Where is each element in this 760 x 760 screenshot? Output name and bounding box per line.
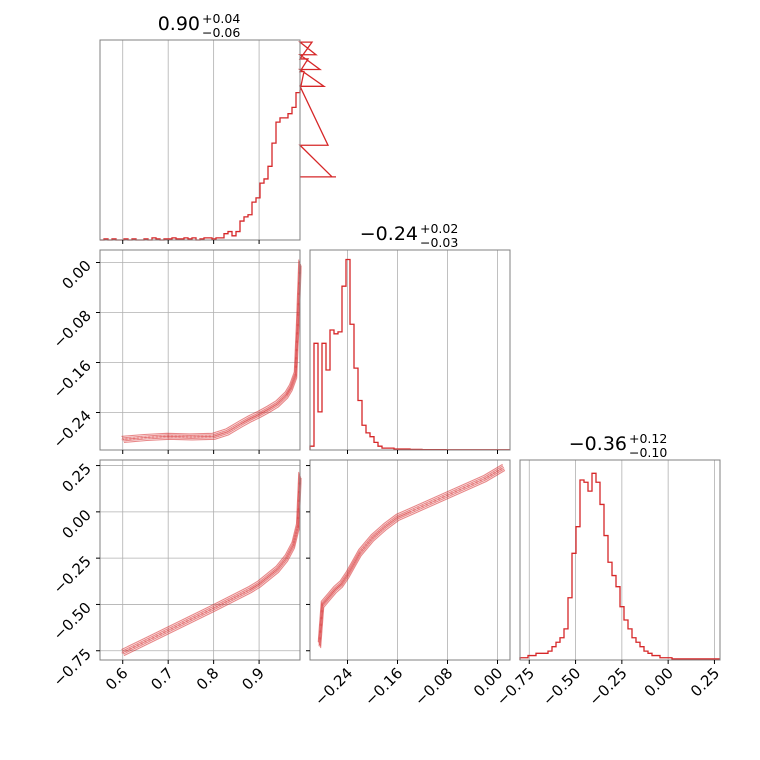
scatter-param2-vs-param3-panel: −0.24 −0.16 −0.08 0.00 (306, 459, 511, 709)
title-param2-minus: −0.03 (420, 235, 458, 250)
title-param1-value: 0.90 (158, 13, 200, 35)
density-contour-line (123, 476, 300, 654)
density-contour-line (123, 263, 300, 440)
y-tick-label: −0.75 (50, 645, 95, 690)
panel-frame (309, 459, 511, 661)
y-tick-label: −0.25 (50, 552, 95, 597)
title-param3-value: −0.36 (569, 433, 627, 455)
x-tick-label: −0.08 (411, 664, 456, 709)
panel-frame (309, 249, 511, 451)
y-tick-label: 0.00 (58, 506, 94, 542)
x-tick-label: 0.9 (238, 664, 268, 694)
x-tick-label: −0.25 (585, 664, 630, 709)
y-tick-label: 0.00 (58, 257, 94, 293)
panel-frame (99, 459, 301, 661)
panel-frame (99, 39, 301, 241)
density-contour-line (123, 475, 300, 653)
x-tick-label: 0.6 (102, 664, 132, 694)
histogram-param1-panel (99, 39, 336, 244)
y-tick-label: −0.24 (50, 407, 95, 452)
density-contour-line (123, 264, 300, 441)
density-contour-line (320, 469, 504, 647)
y-tick-label: −0.50 (50, 599, 95, 644)
histogram-step-line (309, 258, 510, 451)
scatter-param1-vs-param2-panel: 0.00 −0.08 −0.16 −0.24 (50, 249, 302, 454)
x-tick-label: 0.8 (193, 664, 223, 694)
density-contour-line (321, 470, 505, 648)
title-param3-minus: −0.10 (629, 445, 667, 460)
density-contour-line (319, 466, 503, 644)
x-tick-label: 0.7 (147, 664, 177, 694)
density-contour-line (122, 472, 299, 650)
title-param1-minus: −0.06 (202, 25, 240, 40)
title-param2-value: −0.24 (360, 223, 418, 245)
density-contour-line (124, 266, 301, 443)
density-contour-line (124, 478, 301, 656)
title-param1-plus: +0.04 (202, 11, 240, 26)
histogram-step-line (100, 41, 336, 241)
title-param1: 0.90 +0.04 −0.06 (158, 11, 241, 40)
x-tick-label: −0.24 (311, 664, 356, 709)
title-param2: −0.24 +0.02 −0.03 (360, 221, 459, 250)
title-param3-plus: +0.12 (629, 431, 667, 446)
y-tick-label: −0.16 (50, 357, 95, 402)
y-tick-label: −0.08 (50, 307, 95, 352)
histogram-param2-panel (309, 249, 511, 454)
density-contour-line (122, 260, 299, 437)
density-contour-line (319, 467, 503, 645)
panel-frame (99, 249, 301, 451)
histogram-step-line (519, 472, 720, 660)
x-tick-label: −0.16 (361, 664, 406, 709)
density-contour-line (122, 473, 299, 651)
x-tick-label: 0.25 (687, 664, 723, 700)
density-contour-line (122, 261, 299, 438)
x-tick-label: −0.50 (539, 664, 584, 709)
x-tick-label: 0.00 (641, 664, 677, 700)
title-param2-plus: +0.02 (420, 221, 458, 236)
scatter-param1-vs-param3-panel: 0.6 0.7 0.8 0.9 0.25 0.00 −0.25−0.50−0.75 (50, 459, 302, 694)
histogram-param3-panel: −0.75 −0.50 −0.25 0.00 0.25 (493, 459, 723, 709)
density-contour-line (318, 464, 502, 642)
panel-frame (519, 459, 721, 661)
y-tick-label: 0.25 (58, 460, 94, 496)
title-param3: −0.36 +0.12 −0.10 (569, 431, 668, 460)
